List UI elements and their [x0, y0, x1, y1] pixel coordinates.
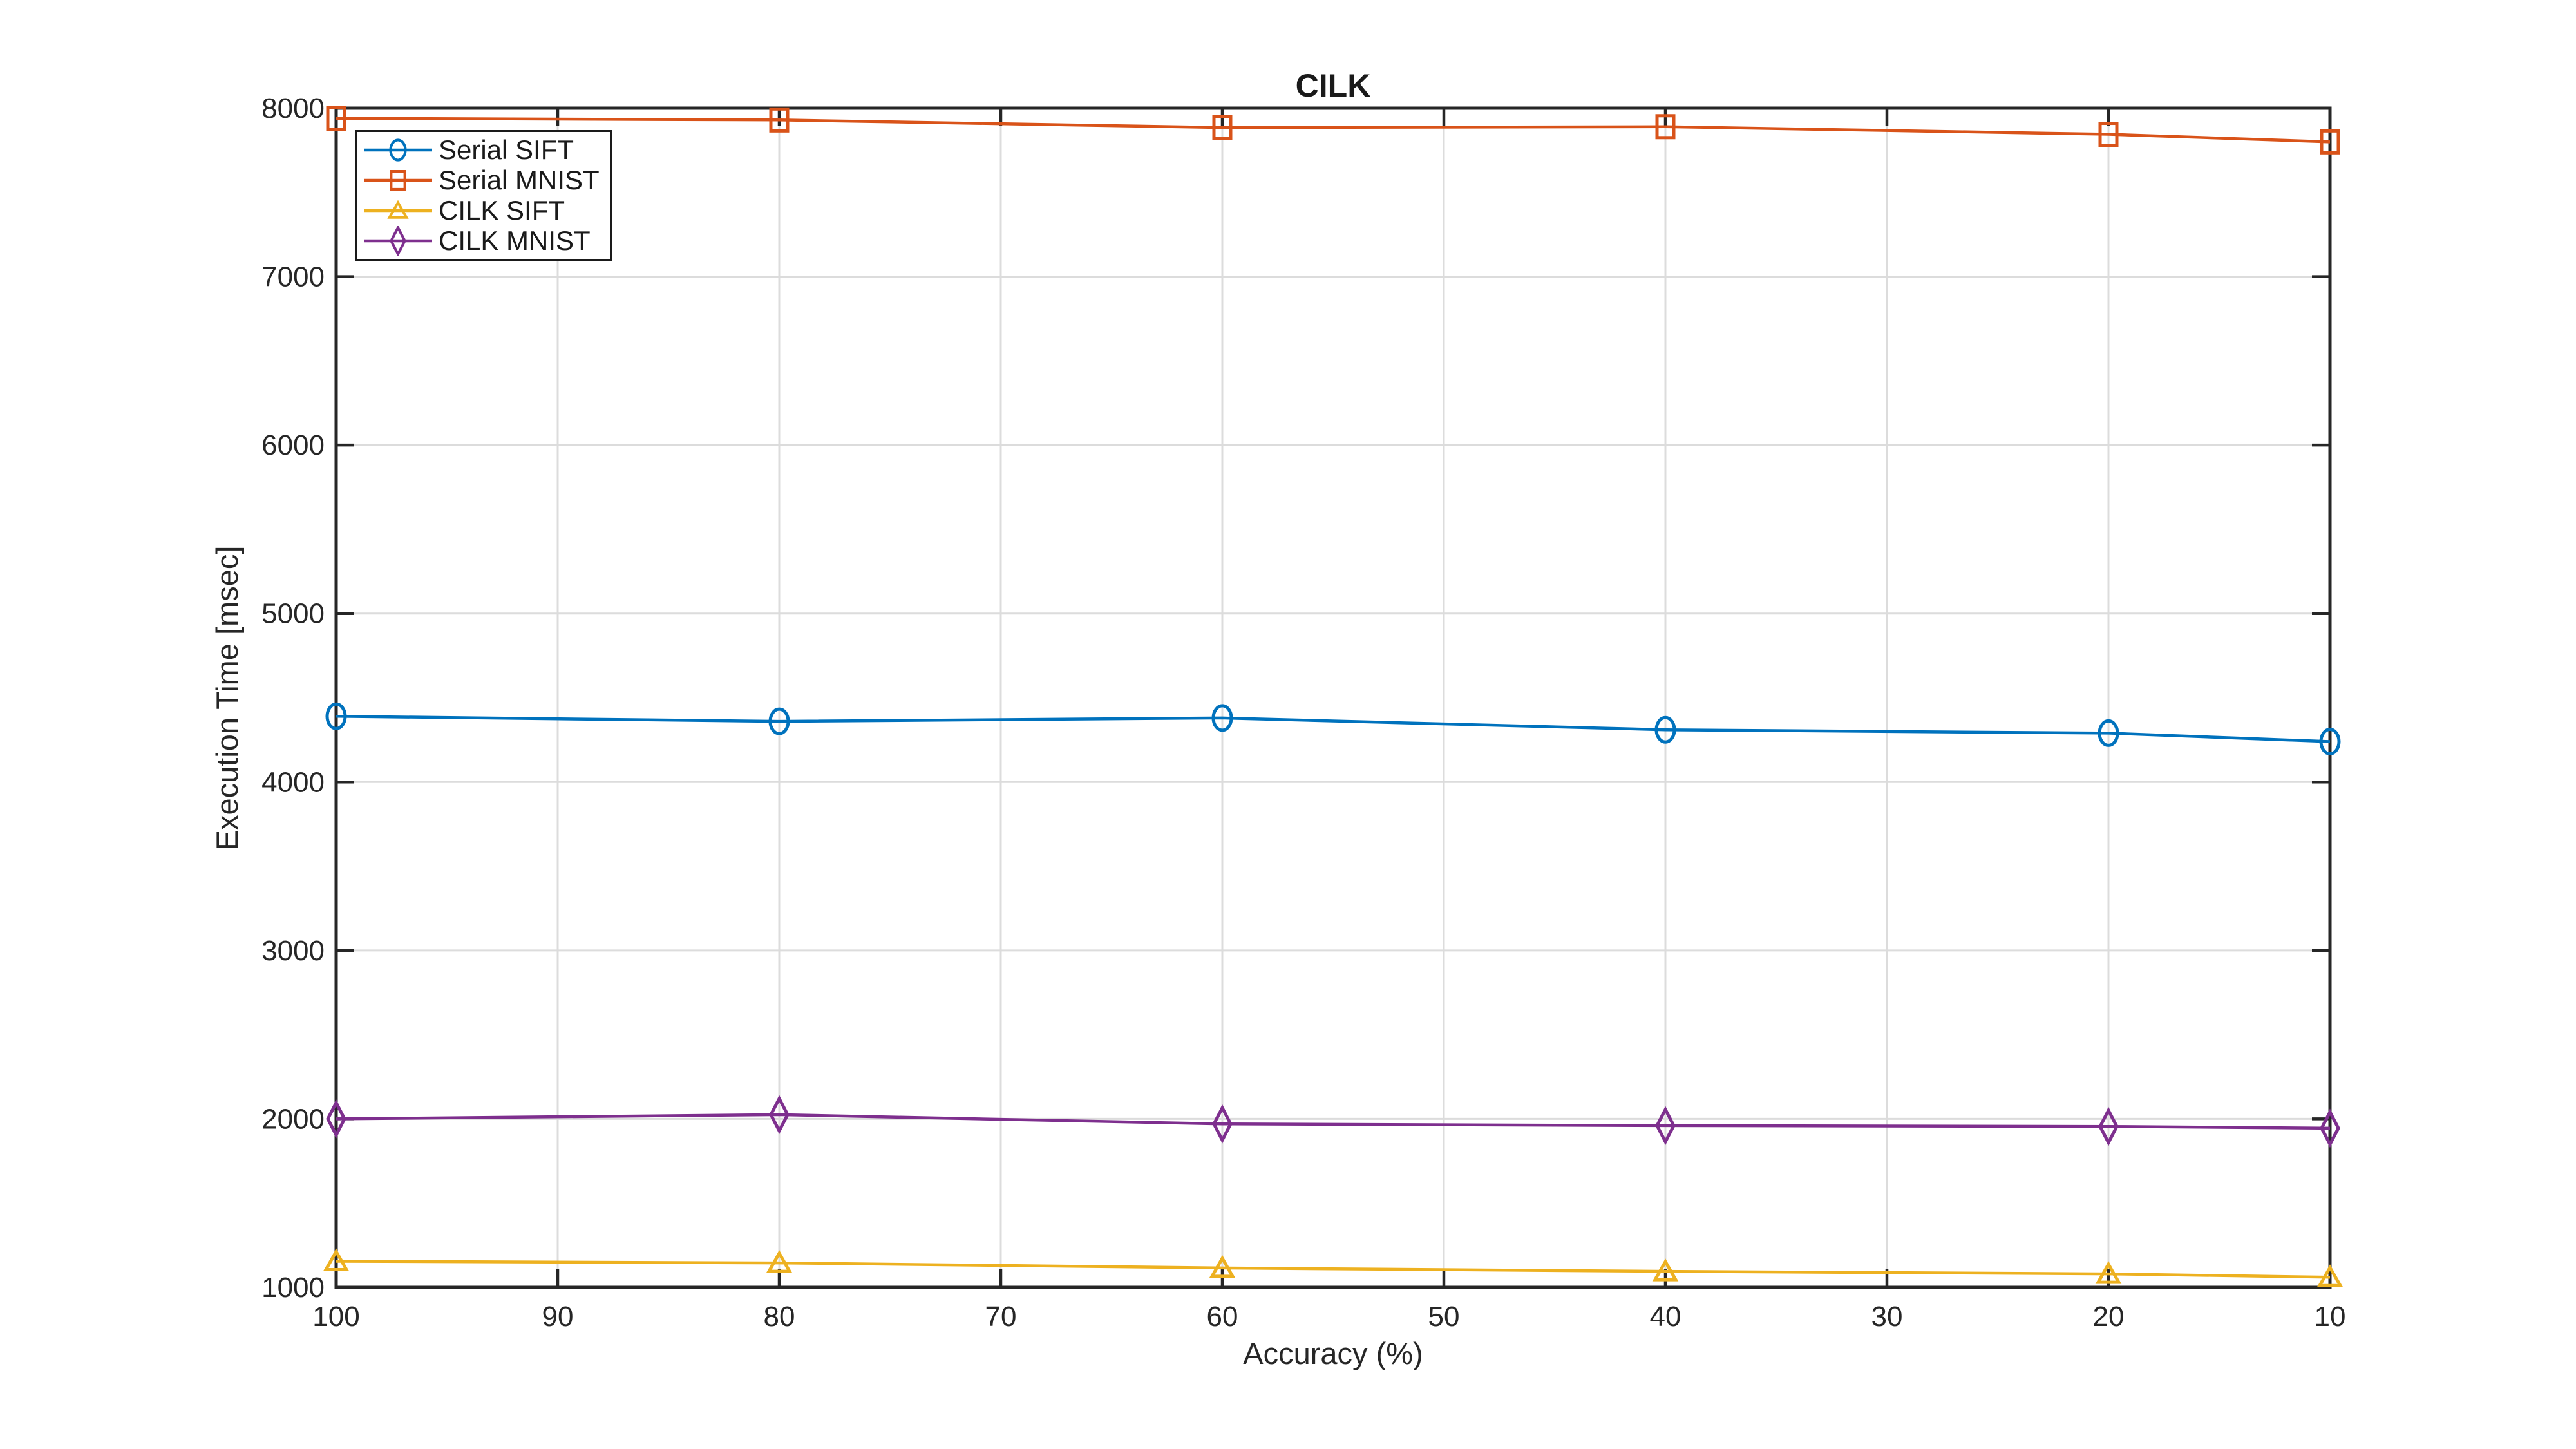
y-tick-label: 7000 [261, 261, 325, 293]
marker-diamond [1212, 1104, 1233, 1144]
marker-diamond [2098, 1106, 2119, 1146]
y-tick-label: 6000 [261, 430, 325, 461]
marker-triangle [1209, 1255, 1236, 1278]
legend-label: CILK MNIST [439, 225, 591, 256]
x-tick-label: 90 [542, 1301, 574, 1332]
y-tick-label: 2000 [261, 1103, 325, 1135]
marker-square [769, 107, 790, 133]
legend-entry: CILK MNIST [357, 225, 610, 256]
legend-label: Serial SIFT [439, 134, 574, 165]
marker-triangle [2095, 1261, 2122, 1284]
marker-diamond [2320, 1108, 2340, 1148]
axis-box [334, 106, 2332, 1289]
y-tick-label: 8000 [261, 93, 325, 124]
marker-circle [2098, 719, 2119, 747]
marker-square [1655, 114, 1676, 140]
marker-circle [768, 707, 790, 735]
y-tick-label: 3000 [261, 935, 325, 967]
y-tick-label: 4000 [261, 766, 325, 798]
marker-square [326, 106, 346, 131]
series-line-cilk-mnist [336, 1113, 2331, 1130]
marker-diamond [326, 1099, 346, 1139]
legend-entry: Serial SIFT [357, 135, 610, 165]
legend-entry: Serial MNIST [357, 164, 610, 195]
marker-diamond [390, 226, 406, 256]
marker-square [390, 169, 406, 191]
marker-triangle [387, 200, 409, 219]
series-line-serial-mnist [336, 117, 2331, 144]
legend-entry: CILK SIFT [357, 195, 610, 226]
series-line-serial-sift [336, 715, 2331, 743]
x-tick-label: 80 [764, 1301, 795, 1332]
marker-triangle [2316, 1264, 2344, 1287]
legend-marker-square-icon [364, 169, 432, 191]
x-tick-label: 70 [985, 1301, 1017, 1332]
marker-square [2098, 122, 2119, 147]
x-tick-label: 20 [2093, 1301, 2125, 1332]
marker-square [1212, 115, 1233, 140]
marker-circle [325, 702, 347, 730]
marker-triangle [323, 1248, 350, 1271]
marker-circle [389, 138, 407, 162]
x-tick-label: 10 [2315, 1301, 2346, 1332]
marker-circle [2319, 728, 2341, 756]
x-tick-label: 40 [1650, 1301, 1681, 1332]
legend-label: CILK SIFT [439, 195, 565, 226]
x-tick-label: 100 [312, 1301, 359, 1332]
legend-marker-diamond-icon [364, 226, 432, 256]
legend-marker-circle-icon [364, 138, 432, 162]
series-line-cilk-sift [336, 1260, 2331, 1279]
x-axis-label: Accuracy (%) [1243, 1336, 1423, 1370]
marker-circle [1654, 715, 1676, 744]
marker-circle [1211, 704, 1233, 732]
marker-triangle [1652, 1258, 1679, 1282]
x-tick-label: 60 [1207, 1301, 1238, 1332]
legend: Serial SIFT Serial MNIST CILK SIFT CILK MNI… [355, 130, 612, 261]
y-tick-label: 1000 [261, 1272, 325, 1303]
chart-title: CILK [1295, 68, 1371, 104]
x-tick-label: 30 [1871, 1301, 1903, 1332]
marker-diamond [769, 1095, 790, 1135]
marker-triangle [766, 1250, 793, 1273]
y-tick-label: 5000 [261, 598, 325, 630]
y-axis-label: Execution Time [msec] [210, 545, 244, 851]
marker-square [2320, 129, 2340, 155]
x-tick-label: 50 [1428, 1301, 1460, 1332]
legend-label: Serial MNIST [439, 164, 600, 195]
legend-marker-triangle-icon [364, 200, 432, 219]
marker-diamond [1655, 1106, 1676, 1146]
